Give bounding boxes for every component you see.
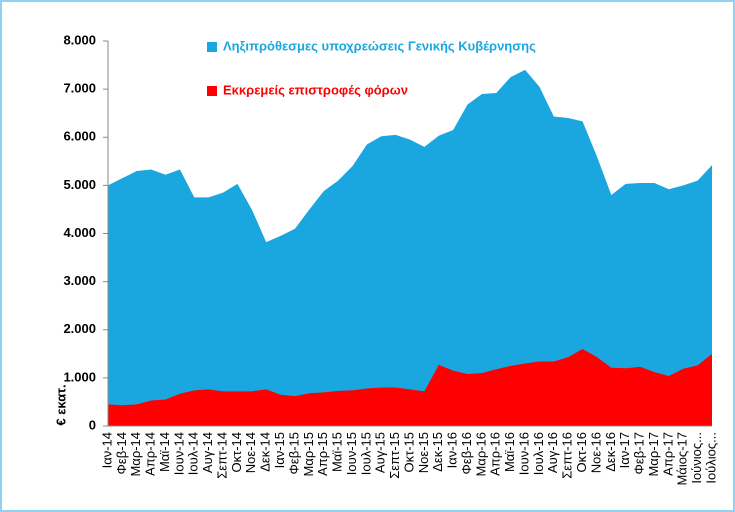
legend-label: Ληξιπρόθεσμες υποχρεώσεις Γενικής Κυβέρν… — [223, 38, 536, 53]
x-tick-label: Μαρ-17 — [646, 432, 661, 477]
x-tick-label: Σεπτ-14 — [214, 432, 229, 479]
x-tick-label: Αυγ-14 — [200, 432, 215, 473]
x-tick-label: Ιουν-14 — [171, 432, 186, 475]
x-tick-label: Νοε-16 — [588, 432, 603, 473]
x-tick-label: Μαϊ-16 — [502, 432, 517, 472]
x-tick-label: Φεβ-17 — [632, 432, 647, 474]
x-tick-label: Απρ-16 — [488, 432, 503, 476]
x-tick-label: Ιαν-16 — [445, 432, 460, 468]
x-tick-label: Ιαν-14 — [99, 432, 114, 468]
legend-label: Εκκρεμείς επιστροφές φόρων — [223, 82, 408, 97]
x-tick-label: Μαρ-16 — [473, 432, 488, 477]
x-tick-label: Φεβ-15 — [286, 432, 301, 474]
y-tick-label: 2.000 — [63, 321, 96, 336]
area — [108, 349, 712, 426]
x-tick-label: Φεβ-14 — [114, 432, 129, 474]
y-tick-label: 1.000 — [63, 369, 96, 384]
x-tick-label: Ιούνιος... — [689, 432, 704, 484]
x-tick-label: Ιαν-17 — [617, 432, 632, 468]
y-tick-label: 0 — [89, 417, 96, 432]
y-tick-label: 7.000 — [63, 81, 96, 96]
x-tick-label: Δεκ-16 — [603, 432, 618, 472]
x-tick-label: Φεβ-16 — [459, 432, 474, 474]
y-tick-label: 8.000 — [63, 32, 96, 47]
x-tick-label: Δεκ-15 — [430, 432, 445, 472]
x-tick-label: Απρ-14 — [143, 432, 158, 476]
x-tick-label: Απρ-17 — [660, 432, 675, 476]
legend-swatch — [207, 86, 217, 96]
x-tick-label: Δεκ-14 — [258, 432, 273, 472]
x-tick-label: Ιουλ-16 — [531, 432, 546, 475]
x-tick-label: Σεπτ-16 — [560, 432, 575, 479]
x-tick-label: Μαϊ-15 — [330, 432, 345, 472]
x-tick-label: Απρ-15 — [315, 432, 330, 476]
y-tick-label: 4.000 — [63, 225, 96, 240]
x-tick-label: Αυγ-15 — [373, 432, 388, 473]
x-tick-label: Μαρ-14 — [128, 432, 143, 477]
x-tick-label: Ιουν-16 — [516, 432, 531, 475]
x-tick-label: Ιουλ-15 — [358, 432, 373, 475]
legend-swatch — [207, 42, 217, 52]
x-tick-label: Οκτ-15 — [401, 432, 416, 473]
x-tick-label: Ιουλ-14 — [186, 432, 201, 475]
y-tick-label: 6.000 — [63, 129, 96, 144]
x-tick-label: Μαρ-15 — [301, 432, 316, 477]
x-tick-label: Ιούλιος... — [703, 432, 718, 484]
x-tick-label: Μαϊ-14 — [157, 432, 172, 472]
y-tick-label: 5.000 — [63, 177, 96, 192]
x-tick-label: Οκτ-14 — [229, 432, 244, 473]
x-tick-label: Οκτ-16 — [574, 432, 589, 473]
area — [108, 69, 712, 426]
x-tick-label: Νοε-14 — [243, 432, 258, 473]
x-tick-label: Αυγ-16 — [545, 432, 560, 473]
y-axis-label: € εκατ. — [53, 384, 68, 425]
x-tick-label: Μάιος-17 — [675, 432, 690, 486]
x-tick-label: Ιαν-15 — [272, 432, 287, 468]
x-tick-label: Σεπτ-15 — [387, 432, 402, 479]
x-tick-label: Ιουν-15 — [344, 432, 359, 475]
y-tick-label: 3.000 — [63, 273, 96, 288]
x-tick-label: Νοε-15 — [416, 432, 431, 473]
